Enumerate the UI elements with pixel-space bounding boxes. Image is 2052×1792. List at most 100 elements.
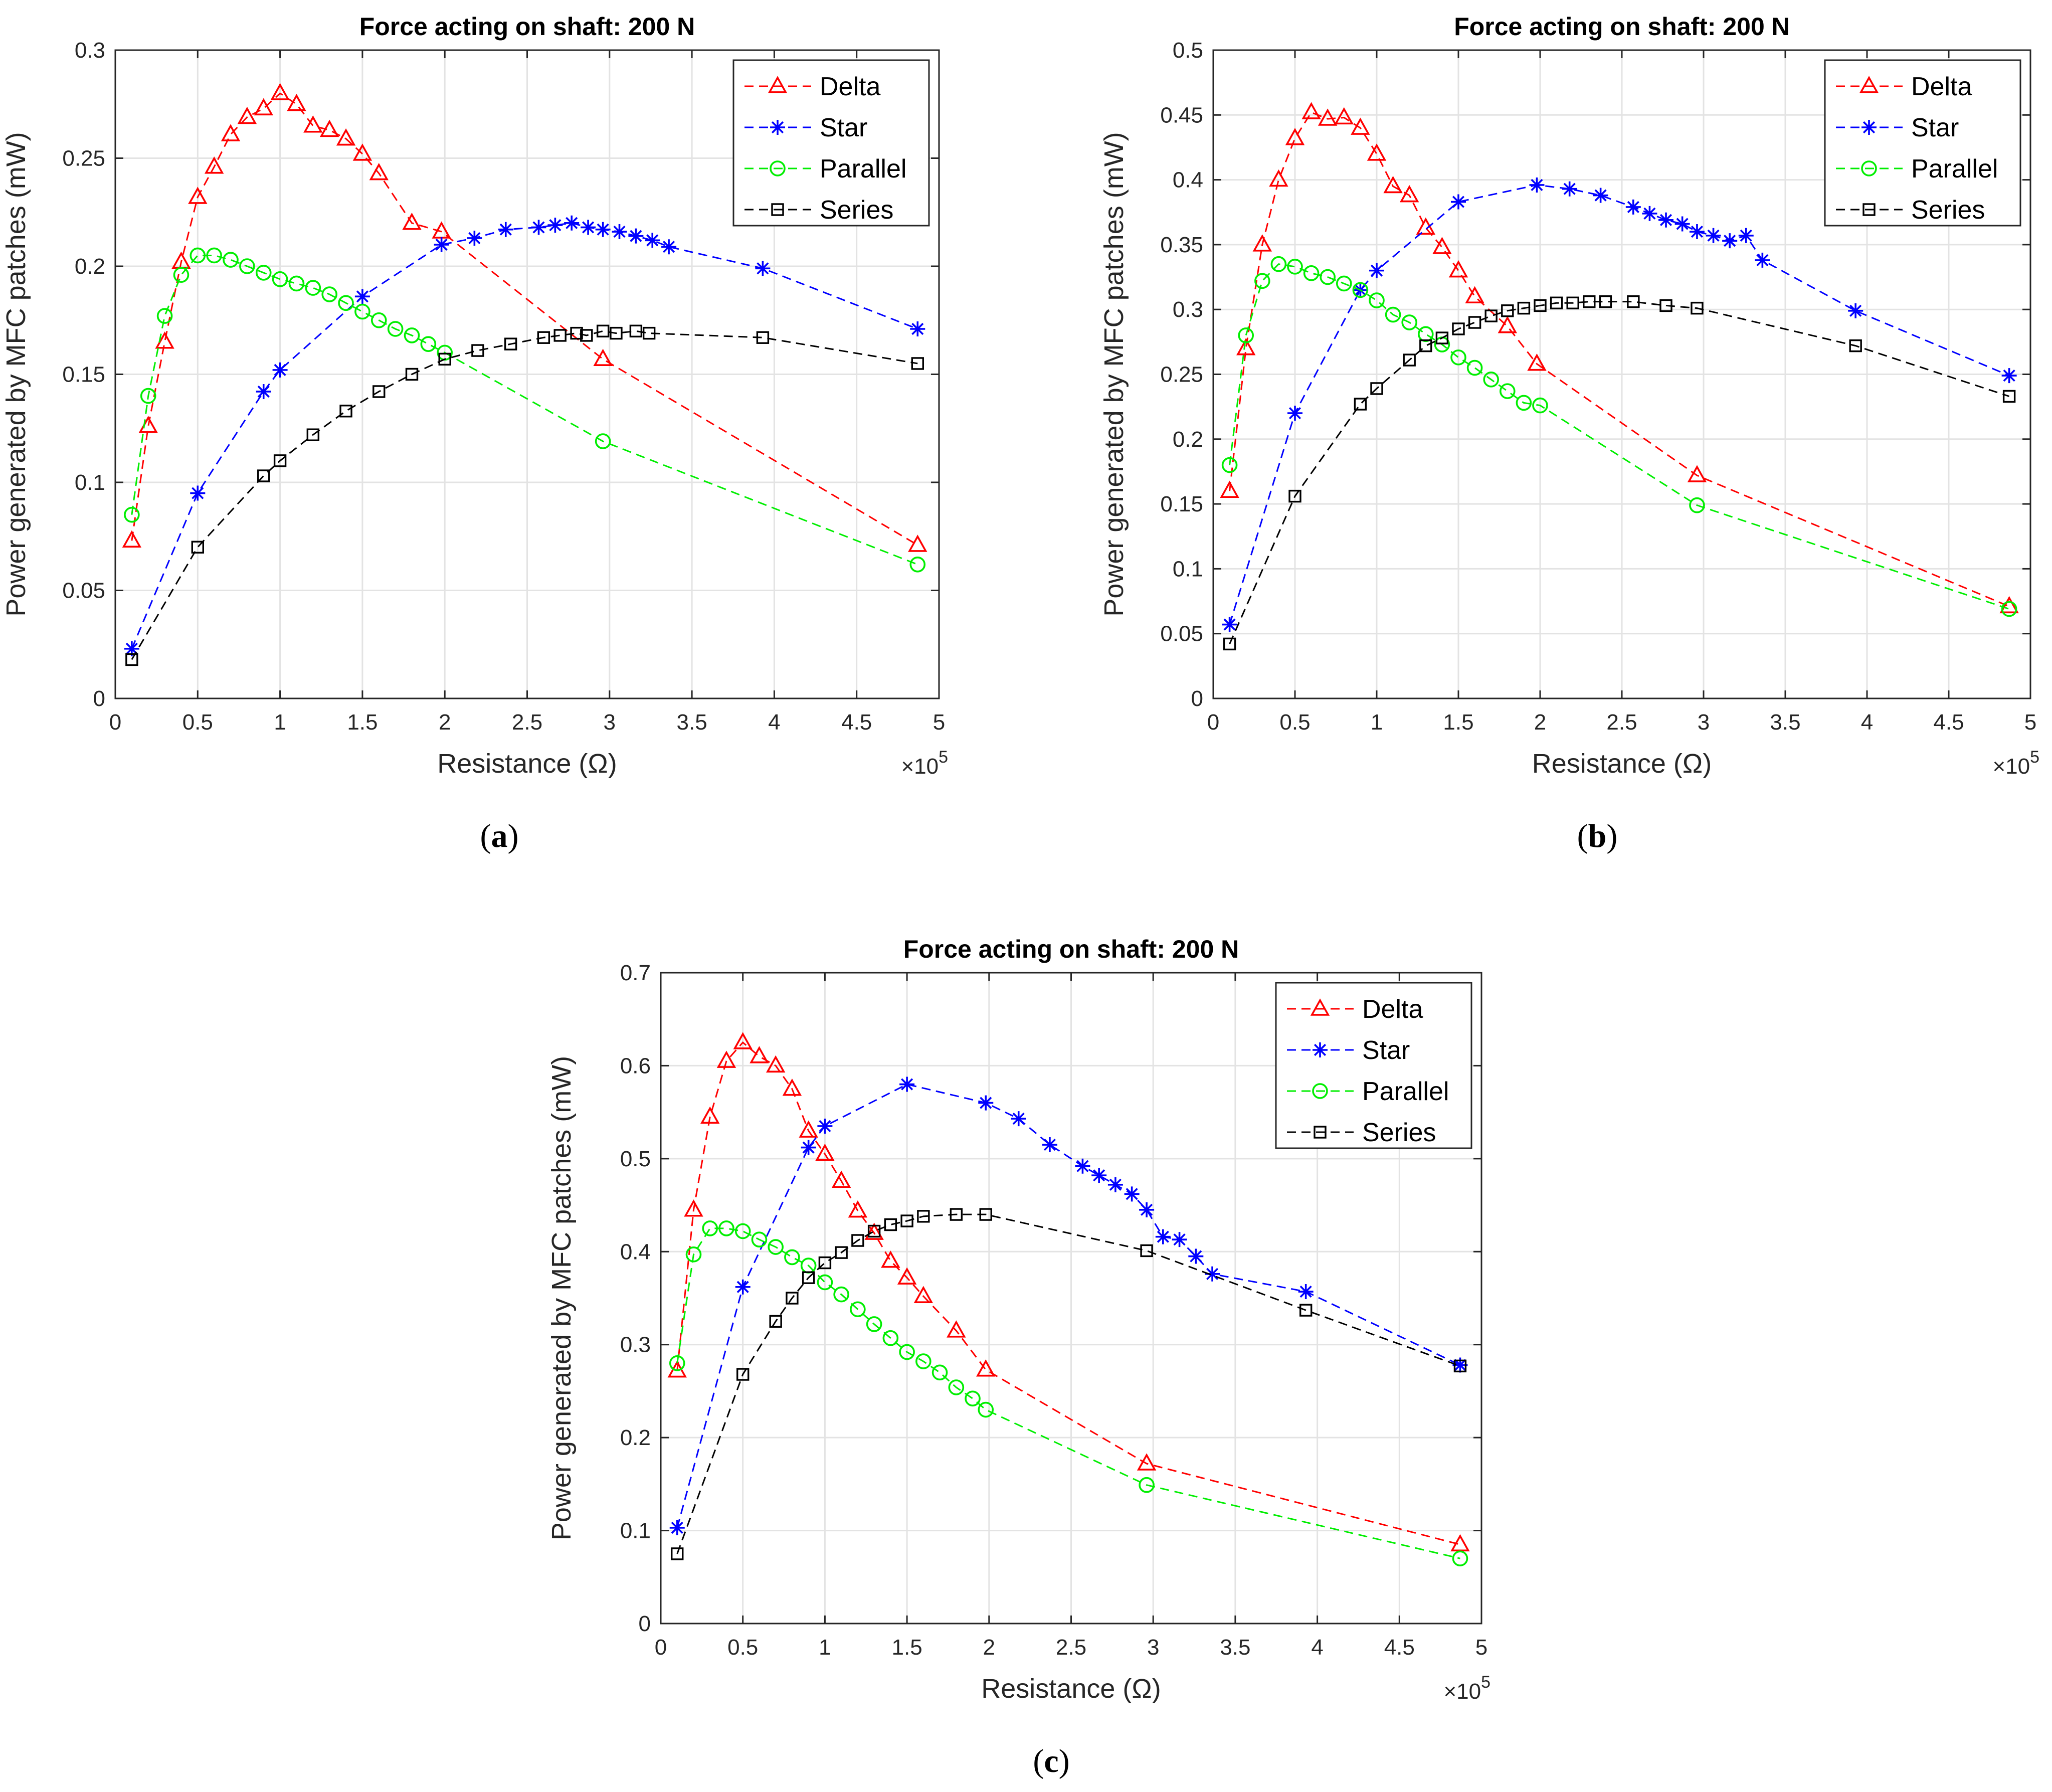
panel-c-x-exponent: ×105 bbox=[1443, 1673, 1490, 1704]
panel-b-series-point bbox=[1354, 398, 1367, 411]
panel-b-legend-parallel-label: Parallel bbox=[1911, 154, 1998, 184]
panel-c-xtick-label: 2.5 bbox=[1056, 1635, 1086, 1660]
panel-b-series-point bbox=[1501, 304, 1514, 317]
panel-a-legend-series-marker bbox=[771, 203, 784, 216]
panel-a-series-point bbox=[191, 541, 204, 554]
panel-a-ytick-label: 0.1 bbox=[75, 470, 105, 495]
panel-b-delta-point bbox=[1383, 175, 1403, 194]
panel-c-star-point bbox=[1155, 1229, 1171, 1244]
panel-b-parallel-point bbox=[1254, 273, 1270, 289]
panel-a-legend-star-marker bbox=[770, 120, 785, 135]
panel-c-xtick-label: 1.5 bbox=[892, 1635, 922, 1660]
caption-b: (b) bbox=[1577, 818, 1618, 854]
panel-b-legend-series-label: Series bbox=[1911, 196, 1985, 225]
panel-b-series-delta bbox=[1220, 102, 2019, 614]
panel-b-series-point bbox=[1223, 637, 1236, 651]
panel-b-parallel-point bbox=[1320, 269, 1336, 285]
panel-c-star-point bbox=[735, 1279, 751, 1295]
panel-c-star-point bbox=[1124, 1186, 1140, 1202]
panel-a-series-point bbox=[642, 326, 656, 340]
panel-c-delta-point bbox=[700, 1106, 720, 1124]
panel-c-parallel-point bbox=[931, 1364, 948, 1381]
panel-c-delta-point bbox=[799, 1120, 818, 1138]
panel-c-legend-series-marker bbox=[1314, 1126, 1327, 1139]
panel-a-ytick-label: 0.2 bbox=[75, 254, 105, 279]
panel-a-series-point bbox=[570, 326, 583, 340]
panel-c-parallel-point bbox=[817, 1274, 833, 1291]
panel-b-parallel-point bbox=[1238, 327, 1254, 343]
panel-c-star-point bbox=[1107, 1177, 1123, 1192]
panel-a-parallel-point bbox=[239, 258, 255, 274]
panel-a-series-point bbox=[629, 324, 643, 337]
panel-c-legend: Delta Star Parallel Series bbox=[1275, 982, 1472, 1149]
panel-b-legend-star-label: Star bbox=[1911, 113, 1959, 142]
panel-a-parallel-point bbox=[909, 556, 926, 573]
panel-b-star-point bbox=[1562, 181, 1577, 197]
panel-c-delta-point bbox=[684, 1199, 703, 1217]
panel-b-ytick-label: 0.5 bbox=[1173, 38, 1203, 63]
panel-c-series-parallel bbox=[669, 1220, 1468, 1566]
panel-a-xtick-label: 0 bbox=[109, 710, 121, 735]
panel-b-parallel-point bbox=[1418, 326, 1434, 342]
panel-b-star-point bbox=[1674, 216, 1690, 232]
panel-c-star-point bbox=[1075, 1158, 1090, 1174]
panel-c-ytick-label: 0.5 bbox=[620, 1147, 651, 1171]
panel-b-ytick-label: 0.35 bbox=[1160, 233, 1203, 257]
panel-a-delta-point bbox=[303, 115, 323, 133]
panel-b-ytick-label: 0.1 bbox=[1173, 557, 1203, 581]
panel-b-series-point bbox=[1566, 296, 1579, 309]
panel-a-delta-point bbox=[287, 94, 306, 111]
panel-c-parallel-point bbox=[978, 1401, 994, 1418]
panel-a-delta-point bbox=[221, 124, 241, 141]
panel-c-series-point bbox=[802, 1271, 815, 1284]
panel-b-xtick-label: 4.5 bbox=[1933, 710, 1964, 735]
panel-b-parallel-point bbox=[1450, 349, 1466, 366]
panel-b-star-point bbox=[1451, 194, 1466, 210]
panel-a-legend-parallel-label: Parallel bbox=[820, 154, 906, 184]
panel-c-series-point bbox=[769, 1315, 782, 1328]
panel-b-series-series bbox=[1223, 295, 2016, 651]
panel-a-star-point bbox=[498, 222, 513, 237]
panel-b-ytick-label: 0.4 bbox=[1173, 168, 1203, 193]
panel-b-delta-point bbox=[1269, 169, 1288, 187]
panel-b-series-point bbox=[1550, 296, 1563, 309]
panel-c-star-point bbox=[669, 1520, 685, 1536]
panel-c-parallel-point bbox=[685, 1246, 702, 1263]
panel-b-ytick-label: 0.3 bbox=[1173, 297, 1203, 322]
panel-b-series-point bbox=[1517, 301, 1531, 315]
panel-c-star-point bbox=[1011, 1111, 1026, 1127]
panel-a-star-point bbox=[612, 224, 627, 240]
panel-a-delta-point bbox=[122, 530, 142, 548]
panel-a-xtick-label: 1.5 bbox=[347, 710, 378, 735]
panel-c-delta-point bbox=[716, 1050, 736, 1068]
panel-b-delta-point bbox=[1498, 316, 1518, 333]
panel-a-star-point bbox=[256, 384, 271, 399]
panel-a-parallel-point bbox=[288, 275, 305, 292]
panel-b-ytick-label: 0.15 bbox=[1160, 492, 1203, 516]
panel-b-star-point bbox=[1738, 228, 1754, 243]
panel-a-series-parallel bbox=[124, 247, 926, 573]
panel-c-delta-point bbox=[1450, 1534, 1470, 1552]
panel-a-parallel-point bbox=[370, 312, 387, 328]
panel-c-ytick-label: 0.2 bbox=[620, 1425, 651, 1450]
panel-c-parallel-point bbox=[948, 1379, 965, 1395]
panel-c-title: Force acting on shaft: 200 N bbox=[903, 935, 1239, 963]
panel-a-series-star bbox=[124, 215, 925, 656]
panel-b-xtick-label: 2.5 bbox=[1606, 710, 1637, 735]
panel-a-parallel-point bbox=[206, 247, 222, 264]
panel-a-star-point bbox=[755, 261, 771, 276]
panel-b-delta-point bbox=[1301, 102, 1321, 119]
panel-a-star-point bbox=[272, 362, 288, 378]
caption-c: (c) bbox=[1033, 1743, 1070, 1779]
panel-c-delta-point bbox=[1137, 1453, 1157, 1471]
panel-b-series-point bbox=[1370, 382, 1383, 395]
panel-b-parallel-point bbox=[1401, 314, 1417, 330]
panel-a-series-point bbox=[596, 324, 610, 337]
panel-c-star-point bbox=[1139, 1202, 1155, 1217]
panel-a-xtick-label: 1 bbox=[274, 710, 286, 735]
panel-b-parallel-point bbox=[2001, 601, 2017, 617]
panel-a-delta-point bbox=[270, 83, 290, 100]
panel-c-delta-point bbox=[766, 1055, 786, 1073]
panel-a-series-point bbox=[125, 653, 138, 666]
panel-a-series-point bbox=[257, 469, 270, 482]
